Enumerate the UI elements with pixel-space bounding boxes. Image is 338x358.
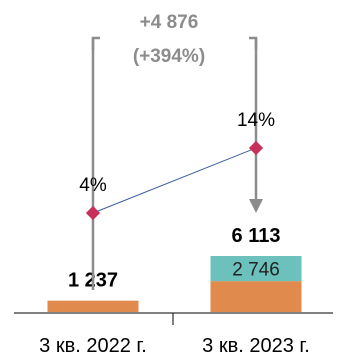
- segment-value-label: 2 746: [232, 260, 280, 281]
- share-marker: [85, 205, 101, 221]
- bar-segment: [210, 281, 302, 312]
- change-bracket: +4 876 (+394%): [91, 12, 258, 67]
- share-line-group: 4% 14%: [79, 38, 275, 290]
- change-absolute-label: +4 876: [140, 12, 199, 33]
- share-value-label: 14%: [237, 110, 275, 131]
- change-percent-label: (+394%): [133, 46, 205, 67]
- share-line: [92, 147, 257, 214]
- category-label: 3 кв. 2023 г.: [202, 335, 310, 357]
- down-arrow-icon: [249, 199, 263, 213]
- bar-segment: [210, 255, 302, 282]
- share-value-label: 4%: [79, 175, 107, 196]
- bar-segment: [47, 300, 139, 312]
- category-labels: 3 кв. 2022 г. 3 кв. 2023 г.: [39, 335, 310, 357]
- category-label: 3 кв. 2022 г.: [39, 335, 147, 357]
- share-marker: [248, 140, 264, 156]
- total-value-label: 6 113: [232, 225, 281, 247]
